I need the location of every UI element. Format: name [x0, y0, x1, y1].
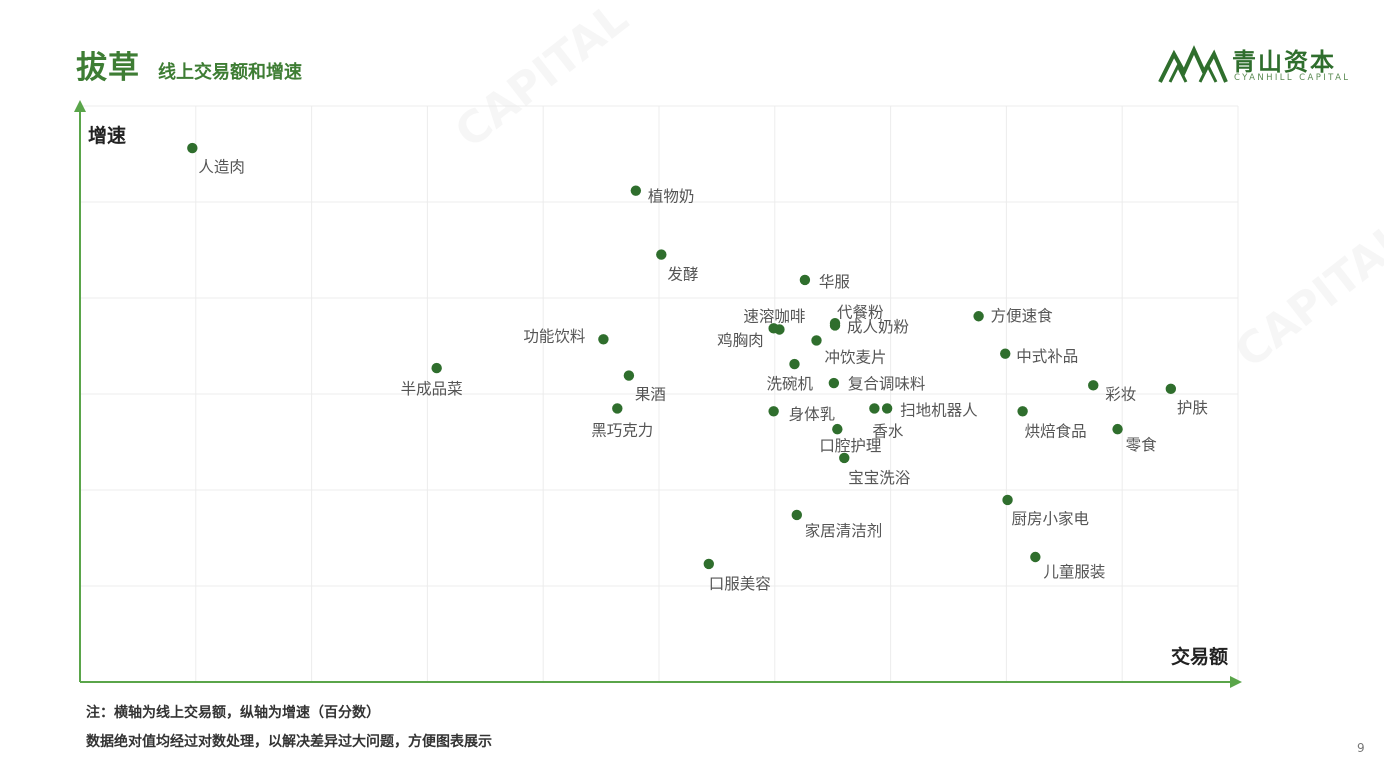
point-label: 口腔护理	[819, 437, 881, 455]
logo-name-en: CYANHILL CAPITAL	[1234, 73, 1351, 83]
point-label: 身体乳	[789, 405, 836, 423]
y-axis-label: 增速	[88, 124, 126, 147]
chart-note-1: 注：横轴为线上交易额，纵轴为增速（百分数）	[86, 705, 380, 721]
point-label: 烘焙食品	[1025, 422, 1087, 440]
scatter-point	[1088, 380, 1099, 391]
x-axis-label: 交易额	[1171, 645, 1228, 668]
point-label: 家居清洁剂	[805, 522, 883, 540]
scatter-point	[1017, 406, 1028, 417]
logo-name-cn: 青山资本	[1232, 48, 1336, 76]
scatter-point	[656, 249, 667, 260]
scatter-point	[829, 317, 841, 329]
point-label: 厨房小家电	[1012, 510, 1090, 528]
point-label: 香水	[872, 422, 904, 440]
scatter-point	[828, 377, 840, 389]
brand-logo: 青山资本 CYANHILL CAPITAL	[1158, 40, 1358, 90]
point-label: 扫地机器人	[900, 401, 978, 419]
scatter-point	[187, 142, 198, 154]
scatter-point	[1112, 423, 1123, 435]
point-label: 人造肉	[198, 158, 245, 176]
point-label: 宝宝洗浴	[848, 469, 911, 487]
scatter-point	[881, 403, 893, 414]
slide-title: 拔草 线上交易额和增速	[76, 42, 302, 87]
point-label: 洗碗机	[766, 375, 813, 393]
scatter-point	[1000, 348, 1011, 359]
page-subtitle: 线上交易额和增速	[158, 62, 302, 83]
point-label: 中式补品	[1016, 348, 1078, 366]
chart-note-2: 数据绝对值均经过对数处理，以解决差异过大问题，方便图表展示	[86, 734, 492, 750]
scatter-point	[832, 423, 843, 435]
scatter-point	[612, 403, 623, 414]
point-label: 果酒	[635, 386, 666, 404]
scatter-point	[1002, 494, 1013, 506]
scatter-point	[623, 370, 635, 381]
point-label: 代餐粉	[837, 303, 884, 321]
point-label: 方便速食	[991, 307, 1054, 325]
scatter-point	[811, 335, 822, 346]
page-title: 拔草	[76, 50, 140, 86]
page-number: 9	[1357, 741, 1365, 755]
point-label: 功能饮料	[523, 327, 585, 345]
scatter-point	[839, 452, 850, 464]
y-axis-arrow-icon	[74, 100, 86, 112]
scatter-point	[1030, 551, 1041, 563]
mountain-logo-icon	[1158, 45, 1228, 83]
scatter-point	[789, 358, 800, 370]
point-label: 华服	[819, 273, 851, 291]
point-label: 彩妆	[1105, 385, 1136, 403]
scatter-point	[703, 558, 714, 570]
scatter-point	[768, 406, 779, 417]
scatter-point	[768, 323, 779, 334]
point-label: 口服美容	[709, 575, 771, 593]
point-label: 成人奶粉	[847, 318, 909, 336]
scatter-point	[869, 403, 880, 414]
point-label: 鸡胸肉	[717, 331, 764, 349]
scatter-point	[598, 334, 609, 345]
chart-axes	[74, 100, 1242, 688]
point-label: 零食	[1126, 436, 1158, 454]
point-label: 复合调味料	[848, 375, 926, 393]
point-label: 速溶咖啡	[743, 307, 805, 325]
point-label: 半成品菜	[401, 380, 463, 398]
point-label: 护肤	[1177, 399, 1209, 417]
scatter-point	[973, 311, 984, 322]
scatter-point	[1165, 383, 1177, 395]
scatter-point	[431, 362, 442, 374]
scatter-point	[630, 185, 642, 196]
point-label: 黑巧克力	[591, 421, 653, 439]
chart-grid	[80, 105, 1239, 682]
point-label: 儿童服装	[1043, 562, 1105, 581]
point-label: 发酵	[667, 266, 698, 284]
scatter-point	[791, 509, 803, 521]
point-label: 冲饮麦片	[824, 348, 886, 366]
point-label: 植物奶	[648, 188, 695, 206]
x-axis-arrow-icon	[1230, 676, 1242, 688]
scatter-point	[799, 274, 811, 286]
